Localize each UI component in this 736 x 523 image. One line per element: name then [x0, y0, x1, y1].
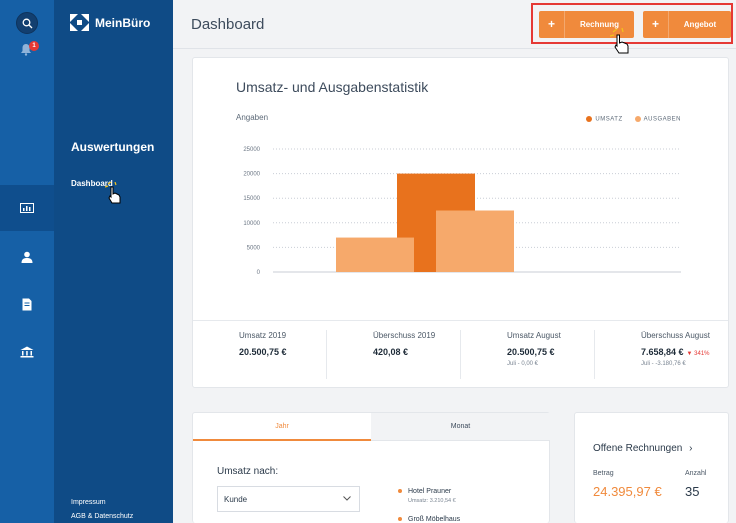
hand-cursor-icon — [105, 182, 121, 204]
bar-ausgaben-0[interactable] — [336, 237, 414, 272]
stat-umsatz-year: Umsatz 2019 20.500,75 € — [193, 330, 327, 379]
plus-icon: + — [539, 11, 565, 38]
highlight-frame — [531, 3, 733, 44]
open-invoices-title[interactable]: Offene Rechnungen › — [593, 443, 693, 454]
page-title: Dashboard — [191, 16, 265, 33]
chart-icon — [20, 203, 34, 213]
sidebar-item-dashboard[interactable]: Dashboard — [71, 179, 113, 188]
chart-y-label: Angaben — [236, 113, 269, 122]
bell-icon[interactable] — [20, 43, 34, 57]
tab-year[interactable]: Jahr — [193, 413, 371, 441]
y-tick-label: 5000 — [247, 245, 261, 251]
page-header: Dashboard — [173, 0, 736, 49]
rail-item-bank[interactable] — [0, 329, 54, 375]
new-offer-button[interactable]: + Angebot — [643, 11, 731, 38]
revenue-by-select[interactable]: Kunde — [217, 486, 360, 512]
logo[interactable]: MeinBüro — [70, 14, 150, 31]
hand-cursor-icon — [610, 28, 629, 54]
chevron-right-icon: › — [689, 443, 693, 454]
bar-ausgaben-1[interactable] — [436, 210, 514, 273]
y-tick-label: 15000 — [243, 196, 260, 202]
open-invoices-card[interactable]: Offene Rechnungen › Betrag Anzahl 24.395… — [574, 412, 729, 523]
count-label: Anzahl — [685, 470, 707, 477]
new-invoice-label: Rechnung — [579, 20, 620, 29]
y-tick-label: 25000 — [243, 147, 260, 153]
rail-item-contacts[interactable] — [0, 234, 54, 280]
stat-umsatz-month: Umsatz August 20.500,75 € Juli - 0,00 € — [461, 330, 595, 379]
footer-link-impressum[interactable]: Impressum — [71, 499, 106, 506]
stat-surplus-year: Überschuss 2019 420,08 € — [327, 330, 461, 379]
notification-badge: 1 — [29, 41, 39, 51]
y-tick-label: 0 — [257, 270, 261, 276]
search-icon[interactable] — [16, 12, 38, 34]
revenue-card: Jahr Monat Umsatz nach: Kunde Hotel Prau… — [192, 412, 550, 523]
document-icon — [22, 298, 32, 310]
icon-rail: 1 — [0, 0, 54, 523]
rail-item-dashboard[interactable] — [0, 185, 54, 231]
legend-item-umsatz: UMSATZ — [586, 116, 622, 123]
open-count: 35 — [685, 484, 700, 499]
new-offer-label: Angebot — [683, 20, 717, 29]
chevron-down-icon — [343, 496, 351, 501]
new-invoice-button[interactable]: + Rechnung — [539, 11, 634, 38]
revenue-by-label: Umsatz nach: — [217, 466, 279, 477]
brand-name: MeinBüro — [95, 15, 151, 30]
stat-surplus-month: Überschuss August 7.658,84 € ▼ 341% Juli … — [641, 331, 710, 367]
statistics-card: Umsatz- und Ausgabenstatistik Angaben UM… — [192, 57, 729, 388]
brand-logo-icon — [70, 14, 89, 31]
rail-item-documents[interactable] — [0, 281, 54, 327]
legend-item-ausgaben: AUSGABEN — [634, 116, 681, 123]
user-icon — [21, 251, 33, 263]
open-amount: 24.395,97 € — [593, 484, 662, 499]
sidebar: MeinBüro Auswertungen Dashboard Impressu… — [54, 0, 173, 523]
chart-plot: 25000 20000 15000 10000 5000 0 — [243, 147, 681, 276]
amount-label: Betrag — [593, 470, 614, 477]
plus-icon: + — [643, 11, 669, 38]
delta-badge: ▼ 341% — [686, 351, 710, 357]
stats-row: Umsatz 2019 20.500,75 € Überschuss 2019 … — [193, 320, 728, 388]
y-tick-label: 20000 — [243, 172, 260, 178]
footer-link-agb[interactable]: AGB & Datenschutz — [71, 513, 134, 520]
bank-icon — [20, 346, 34, 358]
chart-legend: UMSATZ AUSGABEN — [586, 116, 681, 123]
list-item[interactable]: Groß Möbelhaus — [398, 516, 460, 523]
list-item[interactable]: Hotel Prauner Umsatz: 3.210,54 € — [398, 488, 456, 504]
chart-title: Umsatz- und Ausgabenstatistik — [236, 79, 429, 95]
y-tick-label: 10000 — [243, 221, 260, 227]
tab-month[interactable]: Monat — [371, 413, 550, 441]
sidebar-section-title: Auswertungen — [71, 140, 155, 154]
